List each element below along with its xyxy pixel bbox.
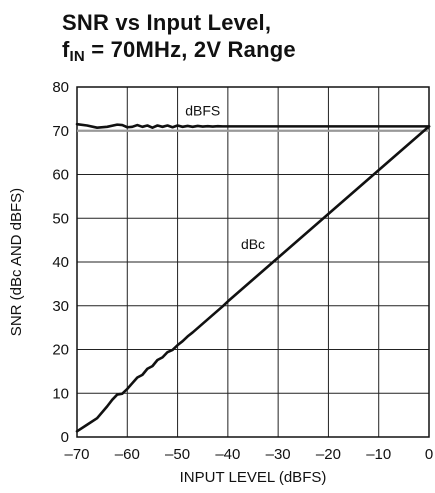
y-tick-label: 30: [52, 298, 69, 315]
x-tick-label: –20: [316, 446, 341, 463]
x-tick-label: –30: [266, 446, 291, 463]
annotation-label-dbc: dBc: [241, 236, 265, 252]
x-tick-label: –50: [165, 446, 190, 463]
x-axis-label: INPUT LEVEL (dBFS): [180, 469, 327, 486]
x-tick-label: –40: [215, 446, 240, 463]
y-tick-label: 70: [52, 123, 69, 140]
title-suffix-text: = 70MHz, 2V Range: [84, 37, 296, 62]
y-tick-label: 10: [52, 385, 69, 402]
chart-title-line-2: fIN = 70MHz, 2V Range: [62, 37, 296, 70]
title-text: SNR vs Input Level,: [62, 10, 272, 35]
x-tick-label: –60: [115, 446, 140, 463]
plot-frame: [76, 86, 430, 438]
x-tick-label: 0: [425, 446, 433, 463]
x-tick-label: –10: [366, 446, 391, 463]
title-subscript: IN: [69, 48, 85, 65]
y-tick-label: 20: [52, 342, 69, 359]
series-line-dbc: [75, 125, 431, 433]
annotation-label-dbfs: dBFS: [185, 102, 220, 118]
series-line-dbfs: [75, 122, 431, 129]
y-tick-label: 40: [52, 254, 69, 271]
y-tick-label: 50: [52, 210, 69, 227]
y-tick-label: 60: [52, 167, 69, 184]
y-axis-label: SNR (dBc AND dBFS): [8, 188, 25, 336]
chart-title-line-1: SNR vs Input Level,: [62, 10, 271, 36]
title-f-text: f: [62, 37, 70, 62]
y-tick-label: 0: [61, 429, 69, 446]
x-tick-label: –70: [64, 446, 89, 463]
y-tick-label: 80: [52, 79, 69, 96]
